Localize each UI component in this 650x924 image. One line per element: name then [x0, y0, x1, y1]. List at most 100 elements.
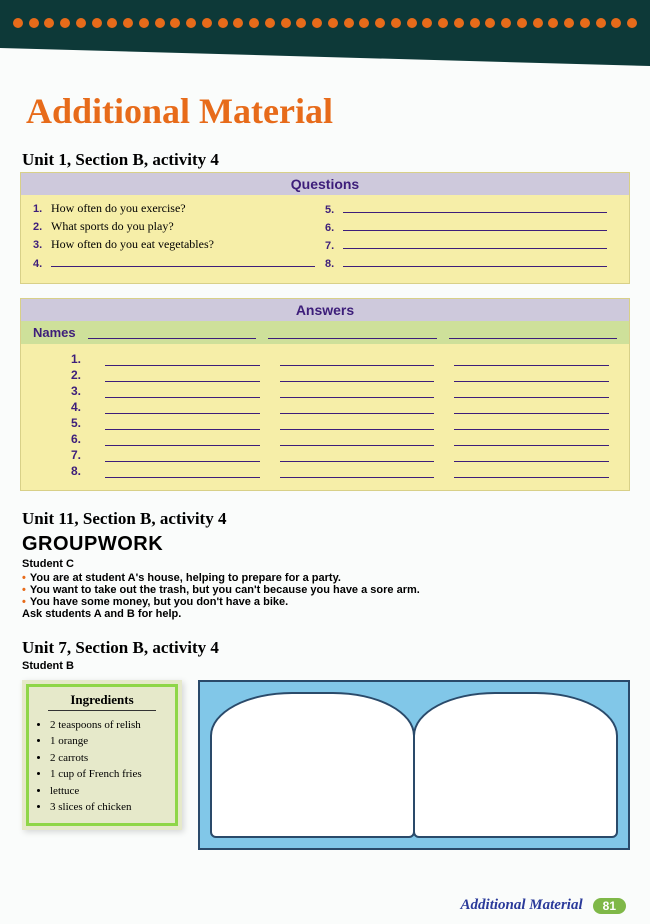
answer-blank[interactable]	[105, 400, 260, 414]
names-blank[interactable]	[268, 327, 436, 339]
dot-icon	[438, 18, 448, 28]
dot-icon	[485, 18, 495, 28]
ingredient-item: 3 slices of chicken	[50, 799, 170, 816]
dot-row	[0, 18, 650, 28]
dot-icon	[60, 18, 70, 28]
answer-number: 8.	[71, 464, 85, 478]
dot-icon	[344, 18, 354, 28]
answer-blank[interactable]	[454, 416, 609, 430]
ask-line: Ask students A and B for help.	[22, 608, 628, 620]
answer-row: 4.	[71, 400, 609, 414]
question-text: What sports do you play?	[51, 219, 174, 234]
answer-blank[interactable]	[280, 448, 435, 462]
question-blank[interactable]	[51, 255, 315, 267]
answer-blank[interactable]	[454, 400, 609, 414]
dot-icon	[29, 18, 39, 28]
dot-icon	[596, 18, 606, 28]
names-blank[interactable]	[88, 327, 256, 339]
dot-icon	[186, 18, 196, 28]
dot-icon	[422, 18, 432, 28]
question-number: 3.	[33, 239, 47, 251]
unit11-heading: Unit 11, Section B, activity 4	[22, 509, 650, 529]
question-number: 8.	[325, 258, 339, 270]
bread-panel	[198, 680, 630, 850]
dot-icon	[533, 18, 543, 28]
question-row: 3. How often do you eat vegetables?	[33, 237, 325, 252]
answer-number: 3.	[71, 384, 85, 398]
names-label: Names	[33, 325, 76, 340]
question-blank[interactable]	[343, 201, 607, 213]
dot-icon	[312, 18, 322, 28]
question-blank[interactable]	[343, 219, 607, 231]
page-title: Additional Material	[26, 90, 650, 132]
answer-blank[interactable]	[105, 384, 260, 398]
answer-blank[interactable]	[280, 384, 435, 398]
student-c-label: Student C	[22, 558, 650, 570]
answer-row: 7.	[71, 448, 609, 462]
ingredient-item: lettuce	[50, 783, 170, 800]
dot-icon	[564, 18, 574, 28]
dot-icon	[218, 18, 228, 28]
answer-blank[interactable]	[454, 352, 609, 366]
dot-icon	[359, 18, 369, 28]
page-number: 81	[593, 898, 626, 914]
answer-blank[interactable]	[105, 352, 260, 366]
question-row: 5.	[325, 201, 617, 216]
questions-left-col: 1.How often do you exercise? 2. What sport…	[33, 201, 325, 273]
student-b-label: Student B	[22, 660, 650, 672]
answer-number: 2.	[71, 368, 85, 382]
dot-icon	[407, 18, 417, 28]
bullet-line: •You are at student A's house, helping t…	[22, 572, 628, 584]
footer-label: Additional Material	[461, 897, 583, 914]
dot-icon	[375, 18, 385, 28]
dot-icon	[92, 18, 102, 28]
question-number: 2.	[33, 221, 47, 233]
answer-blank[interactable]	[105, 416, 260, 430]
answer-blank[interactable]	[280, 432, 435, 446]
answer-blank[interactable]	[105, 368, 260, 382]
answer-blank[interactable]	[454, 368, 609, 382]
questions-right-col: 5.6.7.8.	[325, 201, 617, 273]
dot-icon	[44, 18, 54, 28]
answer-blank[interactable]	[105, 448, 260, 462]
bread-slice-icon	[413, 692, 618, 838]
question-blank[interactable]	[343, 255, 607, 267]
answer-blank[interactable]	[280, 416, 435, 430]
dot-icon	[202, 18, 212, 28]
answer-blank[interactable]	[454, 464, 609, 478]
names-blank[interactable]	[449, 327, 617, 339]
dot-icon	[170, 18, 180, 28]
question-number: 1.	[33, 203, 47, 215]
answer-blank[interactable]	[280, 464, 435, 478]
page-footer: Additional Material 81	[461, 897, 626, 914]
dot-icon	[76, 18, 86, 28]
answers-box: Answers Names 1.2.3.4.5.6.7.8.	[20, 298, 630, 491]
question-blank[interactable]	[343, 237, 607, 249]
answer-blank[interactable]	[280, 352, 435, 366]
answer-row: 1.	[71, 352, 609, 366]
answer-blank[interactable]	[280, 400, 435, 414]
question-number: 5.	[325, 204, 339, 216]
unit7-heading: Unit 7, Section B, activity 4	[22, 638, 650, 658]
answer-blank[interactable]	[105, 464, 260, 478]
answers-header: Answers	[21, 299, 629, 321]
dot-icon	[454, 18, 464, 28]
dot-icon	[501, 18, 511, 28]
answer-blank[interactable]	[454, 384, 609, 398]
answer-number: 1.	[71, 352, 85, 366]
answer-row: 3.	[71, 384, 609, 398]
answer-blank[interactable]	[280, 368, 435, 382]
question-row: 4.	[33, 255, 325, 270]
dot-icon	[265, 18, 275, 28]
top-header-bar	[0, 0, 650, 48]
answer-blank[interactable]	[454, 448, 609, 462]
answer-number: 7.	[71, 448, 85, 462]
answer-blank[interactable]	[105, 432, 260, 446]
dot-icon	[13, 18, 23, 28]
answer-blank[interactable]	[454, 432, 609, 446]
dot-icon	[139, 18, 149, 28]
answer-number: 4.	[71, 400, 85, 414]
question-row: 1.How often do you exercise?	[33, 201, 325, 216]
question-text: How often do you eat vegetables?	[51, 237, 214, 252]
dot-icon	[627, 18, 637, 28]
